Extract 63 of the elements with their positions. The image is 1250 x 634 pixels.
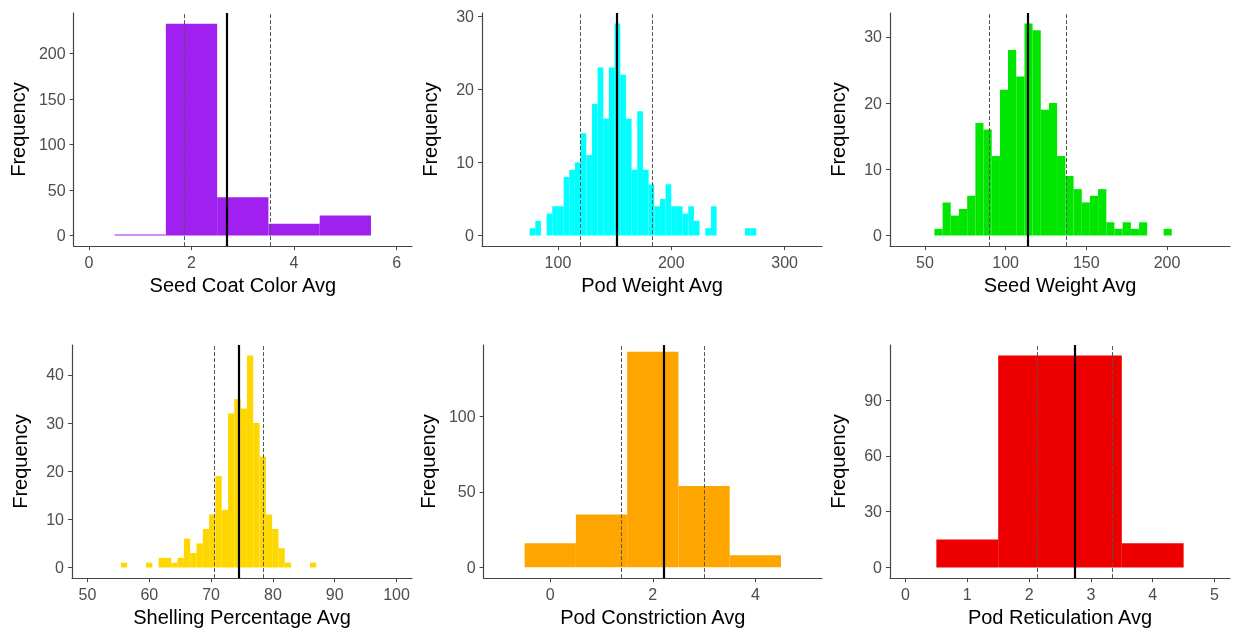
y-tick-label: 10 bbox=[456, 153, 475, 171]
x-tick-label: 0 bbox=[545, 585, 555, 603]
y-tick-label: 30 bbox=[864, 28, 883, 46]
y-tick-label: 10 bbox=[46, 510, 65, 528]
x-axis-title: Pod Weight Avg bbox=[581, 274, 723, 296]
y-tick-label: 0 bbox=[55, 559, 65, 576]
x-tick-label: 300 bbox=[771, 253, 799, 271]
y-axis-title: Frequency bbox=[827, 82, 849, 177]
y-tick-label: 10 bbox=[864, 160, 883, 178]
x-tick-label: 70 bbox=[202, 585, 221, 603]
x-tick-label: 2 bbox=[187, 253, 197, 271]
x-tick-label: 50 bbox=[915, 253, 934, 271]
x-tick-label: 200 bbox=[1153, 253, 1181, 271]
y-tick-label: 0 bbox=[56, 226, 66, 244]
y-tick-label: 0 bbox=[873, 227, 883, 244]
x-tick-label: 0 bbox=[84, 253, 94, 271]
x-tick-label: 1 bbox=[962, 585, 972, 603]
y-tick-label: 50 bbox=[47, 181, 66, 199]
x-tick-label: 60 bbox=[140, 585, 159, 603]
y-tick-label: 20 bbox=[46, 462, 65, 480]
y-tick-label: 0 bbox=[465, 227, 475, 244]
x-tick-label: 4 bbox=[750, 585, 760, 603]
y-tick-label: 0 bbox=[466, 558, 476, 576]
y-axis-title: Frequency bbox=[417, 414, 439, 509]
y-tick-label: 50 bbox=[457, 483, 476, 501]
x-axis-title: Pod Constriction Avg bbox=[560, 606, 746, 628]
x-tick-label: 90 bbox=[325, 585, 344, 603]
y-tick-label: 20 bbox=[456, 80, 475, 98]
x-tick-label: 100 bbox=[544, 253, 572, 271]
x-tick-label: 150 bbox=[1072, 253, 1100, 271]
x-axis-title: Seed Weight Avg bbox=[983, 274, 1137, 296]
x-tick-label: 3 bbox=[1086, 585, 1096, 603]
y-tick-label: 20 bbox=[864, 94, 883, 112]
y-axis-title: Frequency bbox=[827, 414, 849, 509]
x-tick-label: 2 bbox=[648, 585, 658, 603]
y-axis-title: Frequency bbox=[419, 82, 441, 177]
y-tick-label: 100 bbox=[38, 136, 66, 154]
x-axis-title: Shelling Percentage Avg bbox=[133, 606, 351, 628]
y-tick-label: 60 bbox=[864, 447, 883, 465]
y-tick-label: 0 bbox=[873, 559, 883, 576]
x-tick-label: 200 bbox=[657, 253, 685, 271]
y-tick-label: 100 bbox=[448, 408, 476, 426]
x-tick-label: 5 bbox=[1210, 585, 1220, 603]
x-tick-label: 4 bbox=[289, 253, 299, 271]
x-tick-label: 100 bbox=[383, 585, 410, 603]
x-tick-label: 6 bbox=[392, 253, 402, 271]
x-tick-label: 2 bbox=[1024, 585, 1034, 603]
x-tick-label: 4 bbox=[1148, 585, 1158, 603]
y-tick-label: 150 bbox=[38, 90, 66, 108]
y-tick-label: 30 bbox=[864, 503, 883, 521]
x-axis-title: Pod Reticulation Avg bbox=[967, 606, 1153, 628]
x-tick-label: 0 bbox=[901, 585, 910, 603]
y-tick-label: 40 bbox=[46, 366, 65, 384]
x-tick-label: 80 bbox=[264, 585, 282, 603]
y-tick-label: 30 bbox=[46, 414, 65, 432]
x-tick-label: 50 bbox=[78, 585, 97, 603]
y-tick-label: 200 bbox=[38, 45, 66, 63]
y-tick-label: 30 bbox=[456, 7, 475, 25]
y-axis-title: Frequency bbox=[7, 82, 29, 177]
y-tick-label: 90 bbox=[864, 391, 883, 409]
x-axis-title: Seed Coat Color Avg bbox=[149, 274, 337, 296]
y-axis-title: Frequency bbox=[9, 414, 31, 509]
x-tick-label: 100 bbox=[992, 253, 1020, 271]
